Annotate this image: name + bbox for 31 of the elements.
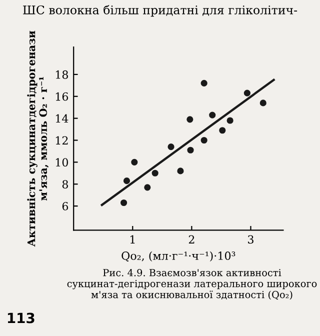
y-tick-label: 14 (56, 114, 68, 123)
point (168, 144, 174, 150)
point (200, 80, 208, 87)
point (219, 127, 226, 134)
x-tick-label: 1 (130, 235, 135, 244)
y-tick-label: 10 (56, 158, 68, 167)
point (123, 178, 130, 184)
x-tick-label: 3 (248, 235, 254, 244)
x-axis-title: Qo₂, (мл·г⁻¹·ч⁻¹)·10³ (122, 251, 236, 262)
point (200, 136, 208, 144)
x-tick-label: 2 (188, 235, 194, 244)
point (226, 117, 234, 124)
point (260, 100, 266, 106)
point (131, 158, 138, 166)
point (177, 168, 184, 174)
y-tick-label: 8 (62, 180, 68, 188)
y-tick-label: 18 (56, 70, 68, 79)
point (144, 184, 151, 191)
point (186, 116, 194, 123)
text: 113 (8, 312, 34, 324)
y-tick-label: 6 (62, 202, 68, 210)
point (209, 112, 216, 118)
y-axis-title: Активність сукцинатдегідрогенази м'яза, ммоль O₂ · г⁻¹ (27, 30, 49, 247)
point (152, 170, 158, 176)
y-tick-label: 16 (56, 92, 68, 101)
point (120, 199, 128, 206)
text: Рис. 4.9. Взаємозв'язок активності сукцинат-дегідрогенази латерального широкого м'яза та окиснювальної здатності (Qo₂) (67, 268, 317, 300)
point (244, 90, 250, 96)
text: ШС волокна більш придатні для гліколітич- (23, 5, 298, 17)
point (187, 146, 194, 154)
y-tick-label: 12 (56, 136, 68, 144)
